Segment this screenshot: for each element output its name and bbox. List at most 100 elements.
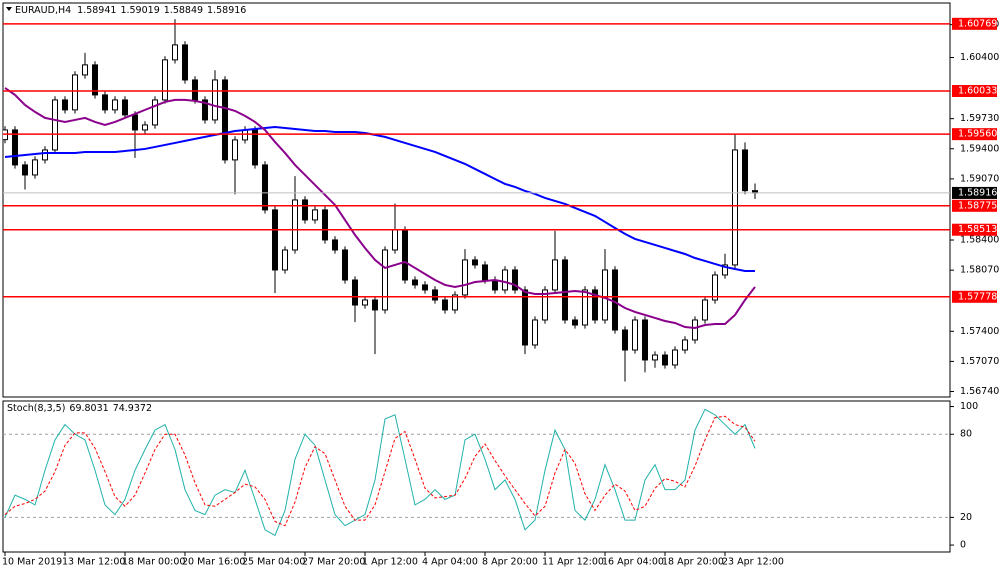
- candle-body: [592, 289, 598, 321]
- candle-body: [432, 289, 438, 301]
- candle-body: [202, 99, 208, 121]
- level-label-box: [952, 199, 997, 212]
- level-label: 1.60033: [958, 85, 997, 96]
- y-tick-label: 1.59730: [960, 113, 999, 124]
- candle-body: [352, 279, 358, 306]
- candle-body: [162, 59, 168, 101]
- candle-body: [12, 129, 18, 166]
- x-tick-label: 10 Mar 2019: [2, 557, 62, 568]
- candle-body: [312, 209, 318, 221]
- y-tick-label: 1.56740: [960, 386, 999, 397]
- y-tick-label: 0: [960, 540, 966, 551]
- candle-body: [62, 99, 68, 111]
- candle-body: [32, 159, 38, 176]
- candle-body: [222, 79, 228, 161]
- y-tick-label: 1.57070: [960, 356, 999, 367]
- symbol-title: EURAUD,H4: [15, 5, 71, 16]
- main-plot: [3, 19, 950, 382]
- candle-body: [152, 99, 158, 126]
- stoch-panel-frame: [2, 400, 951, 553]
- stoch-main-last: 69.8031: [69, 403, 108, 414]
- candle-body: [132, 114, 138, 131]
- y-tick-label: 1.59070: [960, 173, 999, 184]
- candle-body: [232, 139, 238, 161]
- last-close: 1.58916: [207, 5, 246, 16]
- candle-body: [562, 259, 568, 321]
- candle-body: [512, 269, 518, 291]
- y-tick-label: 80: [960, 429, 972, 440]
- candle-body: [472, 259, 478, 266]
- current-price-label: 1.58916: [958, 187, 997, 198]
- stoch-title: Stoch(8,3,5): [7, 403, 65, 414]
- candle-body: [742, 149, 748, 192]
- candle-body: [52, 99, 58, 151]
- candle-body: [552, 259, 558, 291]
- candle-body: [22, 164, 28, 176]
- last-low: 1.58849: [164, 5, 203, 16]
- level-label-box: [952, 84, 997, 97]
- candle-body: [652, 354, 658, 361]
- candle-body: [172, 44, 178, 61]
- y-tick-label: 1.58400: [960, 235, 999, 246]
- candle-body: [362, 299, 368, 306]
- level-label: 1.59560: [958, 129, 997, 140]
- moving-average-line: [4, 125, 755, 272]
- candle-body: [382, 249, 388, 311]
- candle-body: [242, 129, 248, 141]
- candle-body: [102, 94, 108, 111]
- candle-body: [582, 289, 588, 326]
- candle-body: [542, 289, 548, 321]
- candle-body: [422, 284, 428, 291]
- candle-body: [522, 289, 528, 346]
- x-tick-label: 20 Mar 16:00: [182, 557, 245, 568]
- candle-body: [502, 269, 508, 291]
- main-panel-frame: [2, 2, 951, 398]
- candle-body: [82, 64, 88, 76]
- level-label-box: [952, 223, 997, 236]
- candle-body: [532, 319, 538, 346]
- x-tick-label: 18 Mar 00:00: [122, 557, 185, 568]
- level-label: 1.58775: [958, 200, 997, 211]
- candle-body: [342, 249, 348, 281]
- level-label: 1.58513: [958, 224, 997, 235]
- candle-body: [42, 149, 48, 161]
- candle-body: [662, 354, 668, 366]
- candle-body: [672, 349, 678, 366]
- candle-body: [332, 239, 338, 251]
- candle-body: [712, 274, 718, 301]
- candle-body: [392, 229, 398, 251]
- stoch-plot: [3, 408, 950, 537]
- last-open: 1.58941: [77, 5, 116, 16]
- y-tick-label: 1.59400: [960, 143, 999, 154]
- level-label-box: [952, 128, 997, 141]
- candle-body: [262, 164, 268, 211]
- candle-body: [272, 209, 278, 271]
- x-tick-label: 11 Apr 12:00: [542, 557, 604, 568]
- level-label-box: [952, 290, 997, 303]
- candle-body: [452, 294, 458, 311]
- candle-body: [292, 199, 298, 251]
- level-label-box: [952, 17, 997, 30]
- candle-body: [622, 329, 628, 351]
- candle-body: [692, 319, 698, 341]
- candle-body: [182, 44, 188, 81]
- level-label: 1.60769: [958, 18, 997, 29]
- y-tick-label: 1.57400: [960, 326, 999, 337]
- stoch-line: [4, 408, 756, 537]
- stoch-signal-last: 74.9372: [113, 403, 152, 414]
- x-tick-label: 25 Mar 04:00: [242, 557, 305, 568]
- y-tick-label: 1.60400: [960, 52, 999, 63]
- y-tick-label: 20: [960, 512, 972, 523]
- candle-body: [442, 299, 448, 311]
- candle-body: [92, 64, 98, 96]
- candle-body: [732, 149, 738, 266]
- candle-body: [722, 264, 728, 276]
- y-tick-label: 100: [960, 401, 978, 412]
- candle-body: [412, 279, 418, 286]
- candle-body: [212, 79, 218, 121]
- level-label: 1.57778: [958, 291, 997, 302]
- chart-header: EURAUD,H4 1.58941 1.59019 1.58849 1.58916: [15, 5, 246, 16]
- candle-body: [682, 339, 688, 351]
